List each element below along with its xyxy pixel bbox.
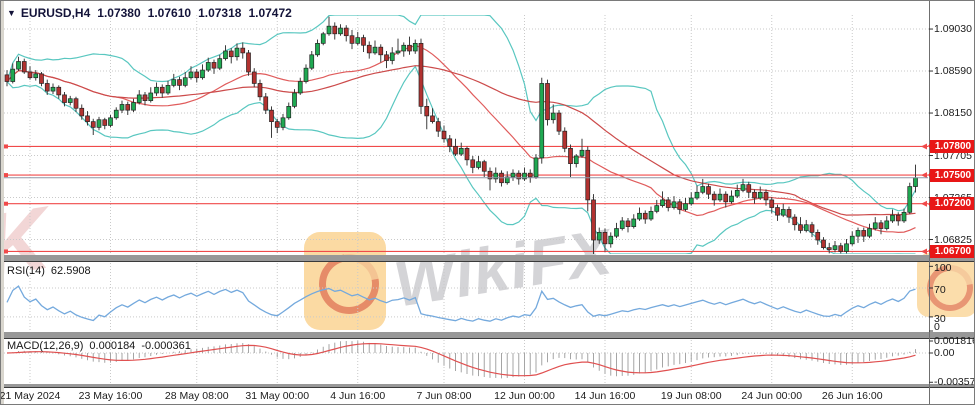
price-axis[interactable] — [930, 1, 974, 384]
time-axis-label: 24 Jun 00:00 — [741, 390, 803, 402]
time-axis-label: 21 May 2024 — [0, 390, 61, 402]
candlesticks[interactable] — [4, 16, 918, 254]
quote-open: 1.07380 — [97, 6, 141, 20]
macd-signal-line — [6, 343, 916, 377]
rsi-scale-label: 30 — [934, 312, 946, 325]
bollinger-upper-band — [6, 15, 917, 212]
macd-indicator-label: MACD(12,26,9) 0.000184 -0.000361 — [7, 340, 191, 352]
bollinger-lower-band — [6, 65, 916, 254]
time-axis-label: 26 Jun 16:00 — [821, 390, 883, 402]
macd-main-value: 0.000184 — [89, 340, 136, 352]
macd-scale-label: -0.00357 — [934, 376, 975, 389]
price-axis-label: 1.08150 — [934, 107, 972, 120]
rsi-indicator-label: RSI(14) 62.5908 — [7, 265, 91, 277]
price-level-badge: 1.06700 — [928, 244, 974, 258]
price-axis-label: 1.06825 — [934, 233, 972, 246]
rsi-value: 62.5908 — [50, 265, 91, 277]
time-axis-label: 12 Jun 00:00 — [494, 390, 555, 402]
time-axis-label: 19 Jun 08:00 — [660, 390, 722, 402]
price-level-badge: 1.07500 — [928, 168, 974, 182]
chart-title: ▼ EURUSD,H4 1.07380 1.07610 1.07318 1.07472 — [7, 6, 292, 20]
macd-signal-value: -0.000361 — [141, 340, 191, 352]
overlay-lines — [6, 15, 917, 254]
rsi-scale-label: 0 — [934, 321, 940, 333]
rsi-scale-label: 100 — [934, 262, 952, 275]
price-axis-label: 1.09030 — [934, 23, 972, 36]
macd-panel — [6, 341, 916, 379]
time-axis-label: 23 May 16:00 — [78, 390, 143, 402]
macd-name: MACD(12,26,9) — [7, 340, 84, 352]
window-left-border — [1, 1, 4, 404]
time-axis-label: 31 May 00:00 — [245, 390, 310, 402]
rsi-scale-label: 70 — [934, 284, 946, 296]
rsi-name: RSI(14) — [7, 265, 45, 277]
ma-fast-line — [6, 44, 916, 234]
time-axis-label: 14 Jun 16:00 — [574, 390, 636, 402]
time-axis-label: 28 May 08:00 — [164, 390, 229, 402]
price-level-badge: 1.07800 — [928, 139, 974, 153]
price-level-badge: 1.07200 — [928, 197, 974, 211]
time-axis[interactable] — [1, 388, 929, 404]
time-axis-label: 7 Jun 08:00 — [416, 390, 472, 402]
rsi-line — [6, 285, 916, 322]
quote-high: 1.07610 — [147, 6, 192, 20]
quote-low: 1.07318 — [198, 6, 242, 20]
ma-slow-line — [6, 65, 916, 216]
symbol-timeframe: EURUSD,H4 — [20, 6, 91, 20]
macd-scale-label: 0.00 — [934, 347, 955, 359]
time-axis-label: 4 Jun 16:00 — [330, 390, 386, 402]
quote-close: 1.07472 — [248, 6, 292, 20]
symbol-dropdown-icon[interactable]: ▼ — [7, 8, 16, 18]
rsi-panel — [6, 285, 916, 322]
macd-scale-label: 0.001816 — [934, 335, 975, 347]
price-axis-label: 1.08590 — [934, 65, 972, 78]
